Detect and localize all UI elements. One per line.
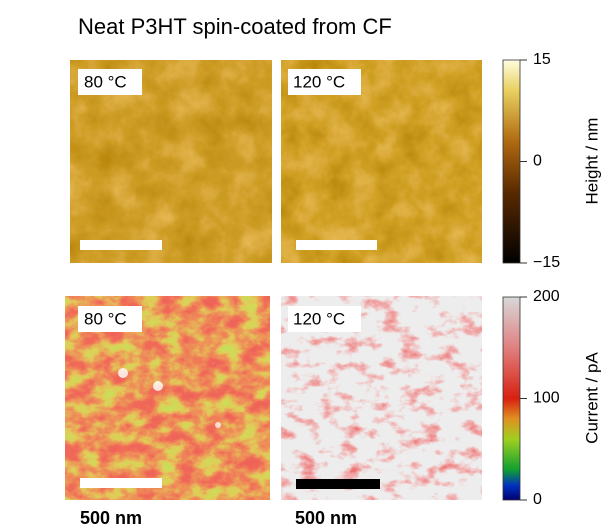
panel-label: 80 °C (84, 309, 127, 328)
tick-label: 0 (533, 491, 542, 508)
tick-label: 15 (533, 51, 551, 68)
figure-title: Neat P3HT spin-coated from CF (78, 14, 392, 39)
scale-bar (80, 240, 162, 250)
tick-label: 200 (533, 288, 560, 305)
scale-label: 500 nm (295, 508, 357, 528)
colorbar-label: Current / pA (582, 352, 601, 444)
hotspot (118, 368, 128, 378)
scale-bar (296, 240, 377, 250)
tick-label: −15 (533, 254, 560, 271)
colorbar-ticks: −15 0 15 0 100 200 (520, 51, 560, 508)
hotspot (215, 422, 221, 428)
panel-label: 120 °C (293, 72, 345, 91)
label-box (78, 69, 142, 95)
hotspot (153, 381, 163, 391)
colorbar (502, 296, 521, 501)
scale-label: 500 nm (80, 508, 142, 528)
label-box (78, 306, 142, 332)
scale-bar (296, 479, 380, 489)
scale-bar (80, 478, 162, 488)
panel-label: 120 °C (293, 309, 345, 328)
tick-label: 100 (533, 390, 560, 407)
label-box (288, 306, 361, 332)
colorbar-label: Height / nm (582, 118, 601, 205)
tick-label: 0 (533, 153, 542, 170)
label-box (288, 69, 361, 95)
colorbar (502, 59, 521, 264)
panel-label: 80 °C (84, 72, 127, 91)
